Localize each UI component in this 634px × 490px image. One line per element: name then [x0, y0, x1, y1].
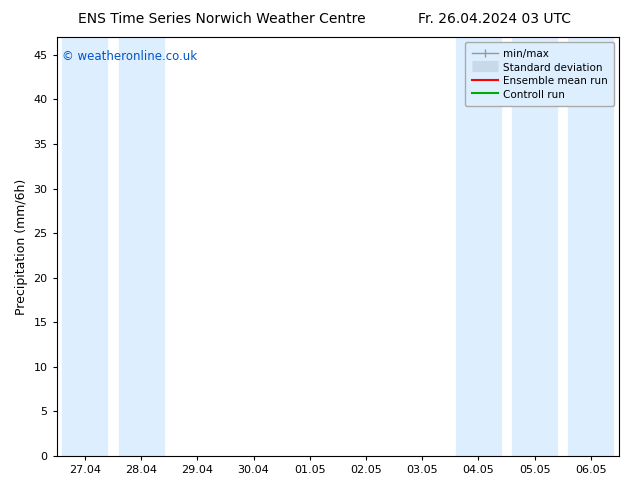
Bar — [119, 37, 164, 456]
Y-axis label: Precipitation (mm/6h): Precipitation (mm/6h) — [15, 178, 28, 315]
Bar — [569, 37, 613, 456]
Bar — [456, 37, 501, 456]
Legend: min/max, Standard deviation, Ensemble mean run, Controll run: min/max, Standard deviation, Ensemble me… — [465, 42, 614, 106]
Bar — [512, 37, 557, 456]
Text: Fr. 26.04.2024 03 UTC: Fr. 26.04.2024 03 UTC — [418, 12, 571, 26]
Bar — [62, 37, 107, 456]
Text: © weatheronline.co.uk: © weatheronline.co.uk — [62, 49, 197, 63]
Text: ENS Time Series Norwich Weather Centre: ENS Time Series Norwich Weather Centre — [78, 12, 366, 26]
